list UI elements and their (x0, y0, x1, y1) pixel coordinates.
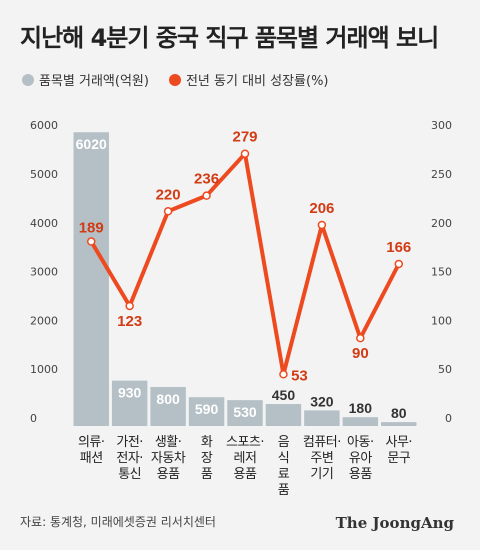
category-label-line: 컴퓨터· (303, 435, 341, 450)
category-label-line: 기기 (310, 467, 333, 482)
category-label-line: 주변 (310, 451, 333, 466)
bar-8 (381, 422, 417, 426)
line-point-3 (202, 191, 211, 200)
category-label-line: 패션 (80, 451, 103, 466)
category-label-line: 문구 (387, 451, 410, 466)
y-left-tick-4000: 4000 (30, 217, 58, 230)
category-label-0: 의류· 패션 (78, 435, 105, 466)
brand-logo: The JoongAng (335, 514, 454, 532)
line-point-0 (86, 237, 96, 246)
category-label-line: 료 (278, 467, 290, 482)
line-label-0: 189 (79, 220, 104, 237)
bar-0 (73, 132, 109, 426)
category-label-line: 식 (278, 451, 289, 466)
bar-label-8: 80 (391, 405, 407, 421)
bar-label-3: 590 (195, 401, 219, 417)
category-label-line: 사무· (385, 435, 412, 450)
category-label-line: 유아 (349, 451, 372, 466)
category-label-line: 생활· (155, 435, 182, 450)
line-point-5 (279, 370, 288, 379)
bar-2 (150, 386, 186, 426)
line-point-6 (317, 220, 327, 230)
bar-label-4: 530 (233, 404, 257, 420)
legend-label-line: 전년 동기 대비 성장률(%) (185, 74, 329, 89)
y-right-tick-300: 300 (431, 119, 452, 132)
line-label-6: 206 (309, 200, 334, 217)
category-label-line: 스포츠· (226, 435, 264, 450)
category-label-line: 용품 (349, 467, 372, 482)
line-label-3: 236 (194, 171, 219, 188)
growth-line (89, 151, 401, 377)
category-label-line: 음 (278, 435, 290, 450)
chart-title: 지난해 4분기 중국 직구 품목별 거래액 보니 (20, 24, 439, 52)
bar-7 (342, 417, 379, 426)
legend-label-bar: 품목별 거래액(억원) (39, 74, 149, 89)
y-right-tick-150: 150 (431, 266, 452, 279)
category-label-line: 통신 (118, 467, 141, 482)
bar-label-5: 450 (272, 387, 296, 403)
category-label-line: 품 (278, 483, 290, 498)
line-label-2: 220 (156, 186, 181, 203)
legend-item-line: 전년 동기 대비 성장률(%) (168, 70, 329, 89)
y-right-tick-200: 200 (431, 217, 452, 230)
y-left-tick-0: 0 (30, 412, 37, 425)
y-right-tick-0: 0 (445, 412, 452, 425)
y-left-tick-2000: 2000 (30, 314, 58, 327)
bar-label-2: 800 (156, 391, 180, 407)
line-point-2 (163, 207, 173, 216)
legend-item-bar: 품목별 거래액(억원) (22, 70, 149, 89)
category-label-1: 가전· 전자· 통신 (116, 435, 143, 482)
y-left-tick-5000: 5000 (30, 168, 58, 181)
bar-1 (111, 380, 148, 426)
line-label-8: 166 (386, 239, 411, 256)
line-point-1 (125, 301, 134, 311)
category-label-line: 품 (201, 467, 213, 482)
bar-label-6: 320 (310, 393, 334, 409)
chart-legend: 품목별 거래액(억원) 전년 동기 대비 성장률(%) (22, 70, 349, 89)
category-label-2: 생활· 자동차 용품 (151, 435, 186, 482)
source-note: 자료: 통계청, 미래에셋증권 리서치센터 (20, 515, 216, 529)
bar-label-0: 6020 (76, 136, 107, 152)
category-label-line: 용품 (234, 467, 257, 482)
y-left-tick-1000: 1000 (30, 363, 58, 376)
y-right-tick-250: 250 (431, 168, 452, 181)
category-label-line: 의류· (78, 435, 105, 450)
category-label-line: 자동차 (151, 451, 186, 466)
category-label-line: 레저 (234, 451, 257, 466)
bar-3 (188, 397, 225, 426)
line-label-5: 53 (291, 367, 308, 384)
line-point-4 (240, 149, 250, 158)
bar-6 (304, 410, 340, 426)
category-label-line: 아동· (347, 435, 374, 450)
category-label-4: 스포츠· 레저 용품 (226, 435, 264, 482)
legend-swatch-line (168, 73, 181, 86)
bar-label-7: 180 (349, 400, 373, 416)
category-label-line: 가전· (116, 435, 143, 450)
line-label-1: 123 (117, 313, 142, 330)
line-label-4: 279 (232, 129, 257, 146)
category-label-8: 사무· 문구 (385, 435, 412, 466)
bar-label-1: 930 (118, 385, 142, 401)
category-label-line: 전자· (116, 451, 143, 466)
line-point-8 (394, 259, 404, 269)
category-label-6: 컴퓨터· 주변 기기 (303, 435, 341, 482)
y-right-tick-50: 50 (438, 363, 452, 376)
y-right-tick-100: 100 (431, 314, 452, 327)
category-label-7: 아동· 유아 용품 (347, 435, 374, 482)
bar-4 (227, 400, 263, 426)
category-label-line: 장 (201, 451, 213, 466)
bar-5 (265, 404, 302, 426)
category-label-line: 용품 (157, 467, 180, 482)
category-label-line: 화 (201, 435, 213, 450)
line-point-7 (356, 333, 365, 343)
legend-swatch-bar (22, 73, 34, 86)
line-label-7: 90 (352, 345, 369, 362)
y-left-tick-6000: 6000 (30, 119, 58, 132)
y-left-tick-3000: 3000 (30, 266, 58, 279)
